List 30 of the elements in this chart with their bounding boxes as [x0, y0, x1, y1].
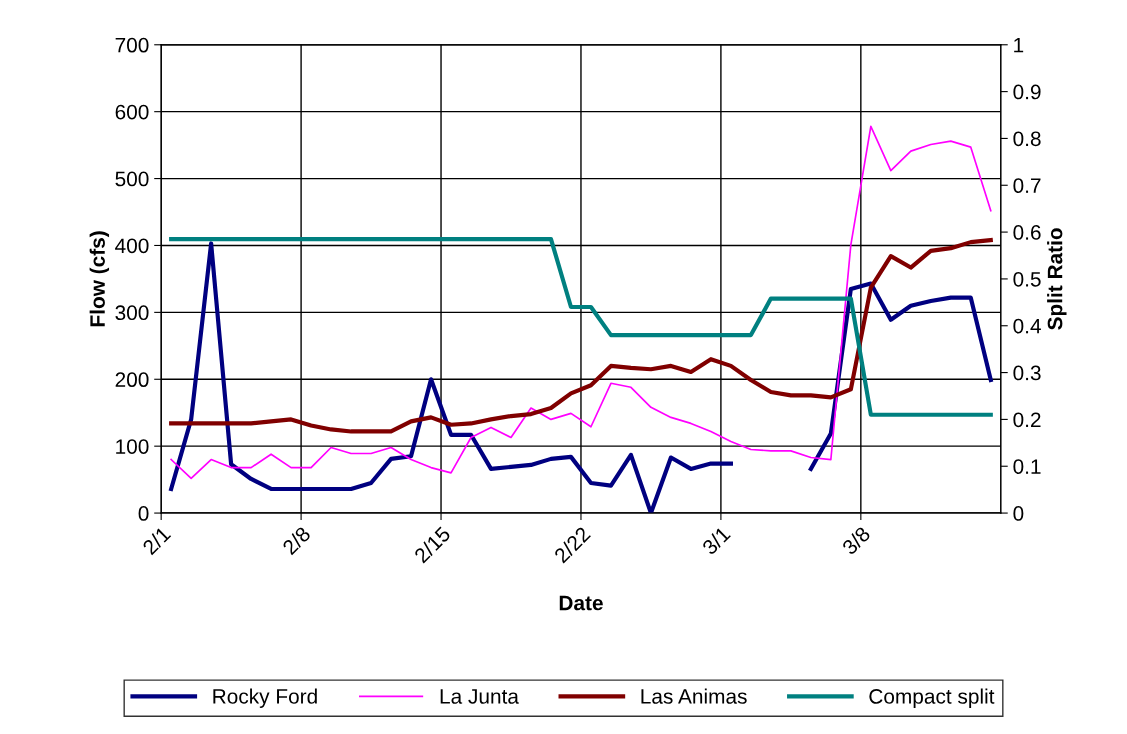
- y2-tick-label: 0.9: [1013, 84, 1041, 100]
- y2-tick-label: 0.6: [1013, 225, 1041, 240]
- x-tick-label: 2/8: [281, 525, 312, 556]
- legend-label: Las Animas: [641, 688, 747, 704]
- y-tick-label: 500: [115, 171, 149, 187]
- legend-label: Compact split: [869, 688, 995, 708]
- x-tick-label: 2/1: [141, 525, 172, 556]
- y2-tick-label: 0.1: [1013, 459, 1041, 474]
- y-tick-label: 700: [115, 37, 149, 53]
- y2-tick-label: 0.7: [1013, 178, 1041, 194]
- y2-axis-title: Split Ratio: [1047, 228, 1067, 330]
- y-tick-label: 100: [116, 439, 149, 454]
- y2-tick-label: 1: [1014, 37, 1024, 53]
- x-axis-title: Date: [559, 595, 603, 611]
- y2-tick-label: 0.5: [1013, 271, 1041, 287]
- y2-tick-label: 0.4: [1013, 318, 1041, 334]
- legend-label: La Junta: [440, 689, 519, 704]
- x-tick-label: 3/8: [840, 525, 872, 556]
- y-tick-label: 300: [115, 305, 149, 321]
- y-tick-label: 200: [115, 372, 149, 388]
- y-tick-label: 0: [138, 506, 149, 521]
- y-axis-title: Flow (cfs): [89, 231, 110, 327]
- y-tick-label: 400: [115, 238, 149, 254]
- y2-tick-label: 0.2: [1013, 412, 1041, 428]
- y2-tick-label: 0.3: [1013, 365, 1041, 381]
- legend-label: Rocky Ford: [213, 688, 317, 708]
- y2-tick-label: 0: [1013, 506, 1024, 521]
- x-tick-label: 3/1: [700, 525, 732, 556]
- y2-tick-label: 0.8: [1013, 131, 1041, 147]
- y-tick-label: 600: [115, 104, 149, 120]
